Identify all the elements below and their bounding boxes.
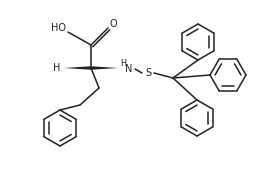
Text: HO: HO bbox=[50, 23, 65, 33]
Text: S: S bbox=[145, 68, 151, 78]
Text: N: N bbox=[125, 64, 133, 74]
Text: H: H bbox=[53, 63, 61, 73]
Text: O: O bbox=[109, 19, 117, 29]
Text: H: H bbox=[120, 59, 126, 69]
Polygon shape bbox=[64, 66, 91, 70]
Polygon shape bbox=[91, 66, 118, 70]
